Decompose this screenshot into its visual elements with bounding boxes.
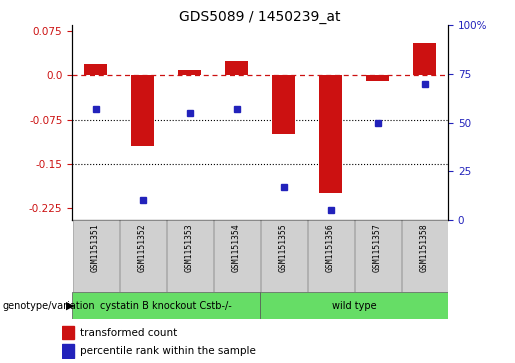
Text: GSM1151351: GSM1151351 <box>91 223 100 272</box>
Bar <box>402 220 448 292</box>
Text: cystatin B knockout Cstb-/-: cystatin B knockout Cstb-/- <box>100 301 232 311</box>
Text: percentile rank within the sample: percentile rank within the sample <box>80 346 256 356</box>
Text: GSM1151357: GSM1151357 <box>373 223 382 272</box>
Bar <box>178 70 201 76</box>
Bar <box>72 292 260 319</box>
Bar <box>73 220 118 292</box>
Bar <box>354 220 401 292</box>
Text: GSM1151354: GSM1151354 <box>232 223 241 272</box>
Text: genotype/variation: genotype/variation <box>3 301 95 311</box>
Bar <box>307 220 354 292</box>
Bar <box>119 220 166 292</box>
Bar <box>131 76 154 146</box>
Bar <box>272 76 295 134</box>
Bar <box>62 344 74 358</box>
Bar <box>366 76 389 81</box>
Text: GSM1151353: GSM1151353 <box>185 223 194 272</box>
Text: ▶: ▶ <box>66 301 75 311</box>
Bar <box>62 326 74 339</box>
Bar <box>225 61 248 76</box>
Bar <box>84 64 107 76</box>
Text: GSM1151352: GSM1151352 <box>138 223 147 272</box>
Bar <box>214 220 260 292</box>
Text: GSM1151356: GSM1151356 <box>326 223 335 272</box>
Text: transformed count: transformed count <box>80 327 178 338</box>
Bar <box>413 43 436 76</box>
Bar <box>261 220 306 292</box>
Bar <box>166 220 213 292</box>
Bar <box>319 76 342 193</box>
Text: GSM1151358: GSM1151358 <box>420 223 429 272</box>
Text: GSM1151355: GSM1151355 <box>279 223 288 272</box>
Title: GDS5089 / 1450239_at: GDS5089 / 1450239_at <box>179 11 341 24</box>
Text: wild type: wild type <box>332 301 376 311</box>
Bar <box>260 292 448 319</box>
